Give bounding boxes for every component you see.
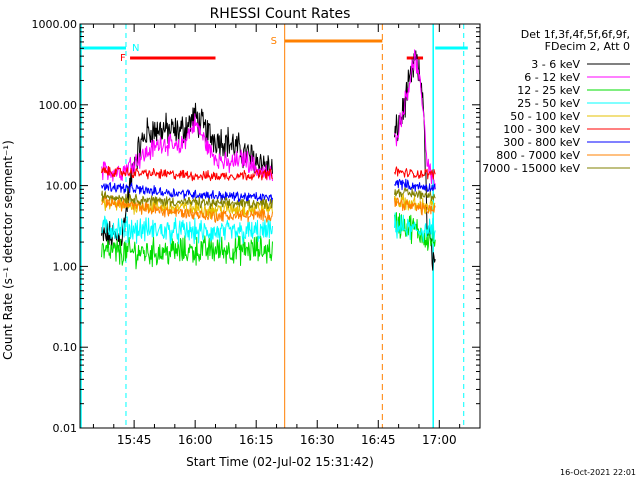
- marker-label-n: N: [132, 43, 139, 54]
- y-tick-label: 10.00: [46, 180, 78, 193]
- x-tick-label: 16:30: [300, 433, 335, 447]
- plot-frame: [79, 23, 481, 429]
- series-line-7-segment-1: [101, 194, 273, 223]
- series-line-6-segment-2: [394, 178, 436, 193]
- legend-label: 50 - 100 keV: [510, 110, 580, 123]
- legend-label: 25 - 50 keV: [517, 97, 580, 110]
- y-tick-label: 1.00: [53, 260, 78, 273]
- chart-title: RHESSI Count Rates: [210, 6, 351, 22]
- axes: 1000.00 100.00 10.00 1.00 0.10 0.01 15:45 16:00…: [32, 18, 481, 447]
- series-line-5-segment-1: [101, 165, 273, 182]
- legend-label: 300 - 800 keV: [503, 136, 580, 149]
- y-axis-label: Count Rate (s⁻¹ detector segment⁻¹): [1, 140, 15, 360]
- series-line-8-segment-1: [101, 190, 273, 210]
- series-line-1-segment-2: [394, 49, 436, 190]
- legend-label: 3 - 6 keV: [531, 58, 580, 71]
- x-tick-label: 15:45: [117, 433, 152, 447]
- y-tick-label: 100.00: [39, 99, 78, 112]
- series-line-3-segment-1: [101, 215, 273, 245]
- series-line-6-segment-1: [101, 182, 273, 204]
- legend-label: 7000 - 15000 keV: [482, 162, 580, 175]
- legend-header-line: FDecim 2, Att 0: [545, 40, 630, 53]
- x-tick-label: 17:00: [422, 433, 457, 447]
- marker-label-f: F: [120, 53, 126, 64]
- y-tick-label: 0.10: [53, 341, 78, 354]
- series-line-1-segment-1: [101, 113, 273, 182]
- legend-header-line: Det 1f,3f,4f,5f,6f,9f,: [521, 28, 630, 41]
- series-line-5-segment-2: [394, 166, 436, 180]
- legend: Det 1f,3f,4f,5f,6f,9f,FDecim 2, Att 0 3 -…: [482, 28, 630, 175]
- x-tick-label: 16:00: [178, 433, 213, 447]
- timestamp: 16-Oct-2021 22:01: [560, 468, 636, 477]
- legend-label: 6 - 12 keV: [524, 71, 580, 84]
- legend-label: 800 - 7000 keV: [496, 149, 580, 162]
- series-line-3-segment-2: [394, 212, 436, 243]
- series-lines: [101, 49, 436, 271]
- marker-label-s: S: [271, 36, 277, 47]
- x-axis-label: Start Time (02-Jul-02 15:31:42): [186, 455, 374, 469]
- series-line-8-segment-2: [394, 187, 436, 202]
- y-tick-label: 1000.00: [32, 18, 78, 31]
- y-tick-label: 0.01: [53, 422, 78, 435]
- x-tick-label: 16:45: [361, 433, 396, 447]
- x-tick-label: 16:15: [239, 433, 274, 447]
- series-line-2-segment-1: [101, 234, 273, 270]
- legend-label: 100 - 300 keV: [503, 123, 580, 136]
- legend-label: 12 - 25 keV: [517, 84, 580, 97]
- series-line-7-segment-2: [394, 197, 436, 216]
